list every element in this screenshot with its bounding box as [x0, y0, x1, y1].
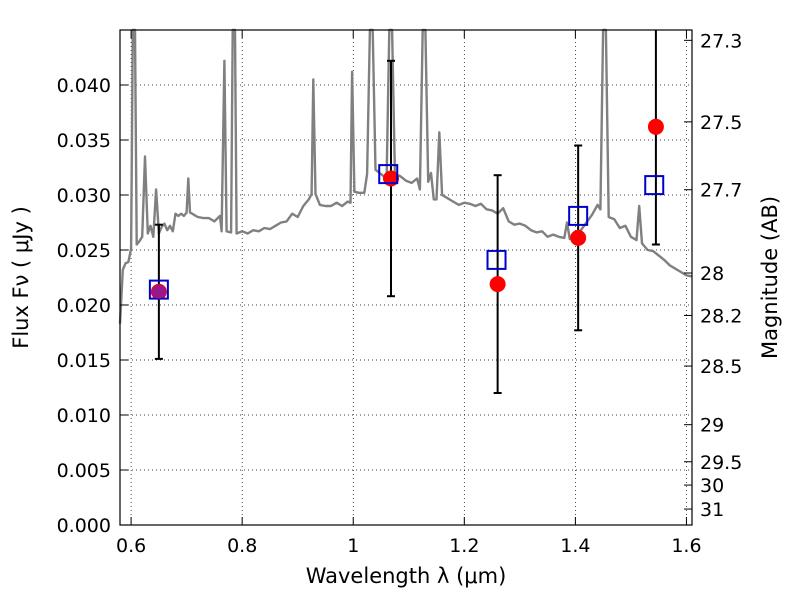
y2-tick-label: 27.5 — [700, 112, 742, 134]
x-tick-label: 0.8 — [227, 535, 257, 557]
y-axis-label: Flux Fν ( μJy ) — [9, 206, 33, 349]
y2-axis-label: Magnitude (AB) — [758, 196, 782, 359]
model-point — [568, 205, 589, 226]
y2-tick-label: 31 — [700, 499, 724, 521]
y2-tick-label: 27.7 — [700, 180, 742, 202]
y2-tick-label: 29.5 — [700, 452, 742, 474]
y-tick-label: 0.015 — [57, 350, 111, 372]
spectrum-line — [118, 28, 693, 324]
model-point — [486, 249, 507, 270]
x-tick-label: 0.6 — [116, 535, 146, 557]
model-point — [378, 164, 399, 185]
x-tick-label: 1.6 — [671, 535, 701, 557]
y-tick-label: 0.025 — [57, 240, 111, 262]
y2-tick-label: 28 — [700, 263, 724, 285]
x-tick-label: 1.2 — [449, 535, 479, 557]
observed-point — [489, 276, 506, 293]
x-axis-label: Wavelength λ (μm) — [306, 564, 507, 588]
overlap-point — [151, 284, 166, 299]
y2-tick-label: 28.5 — [700, 356, 742, 378]
y2-tick-label: 29 — [700, 415, 724, 437]
y-tick-label: 0.040 — [57, 75, 111, 97]
y2-tick-label: 28.2 — [700, 305, 742, 327]
model-point — [644, 175, 665, 196]
observed-point — [570, 229, 587, 246]
observed-point — [647, 118, 664, 135]
y-tick-label: 0.005 — [57, 460, 111, 482]
y-tick-label: 0.030 — [57, 185, 111, 207]
x-tick-label: 1.4 — [560, 535, 590, 557]
plot-frame — [119, 29, 693, 526]
x-tick-label: 1 — [347, 535, 359, 557]
y-tick-label: 0.020 — [57, 295, 111, 317]
y2-tick-label: 27.3 — [700, 30, 742, 52]
y-tick-label: 0.035 — [57, 130, 111, 152]
y-axis-ticks: 0.000 0.005 0.010 0.015 0.020 0.025 0.030 0.035… — [57, 75, 128, 537]
y-tick-label: 0.010 — [57, 405, 111, 427]
model-spectrum — [118, 28, 693, 324]
y2-tick-label: 30 — [700, 475, 724, 497]
x-axis-ticks: 0.6 0.8 1 1.2 1.4 1.6 — [116, 30, 702, 557]
model-points — [148, 164, 665, 300]
y-tick-label: 0.000 — [57, 515, 111, 537]
